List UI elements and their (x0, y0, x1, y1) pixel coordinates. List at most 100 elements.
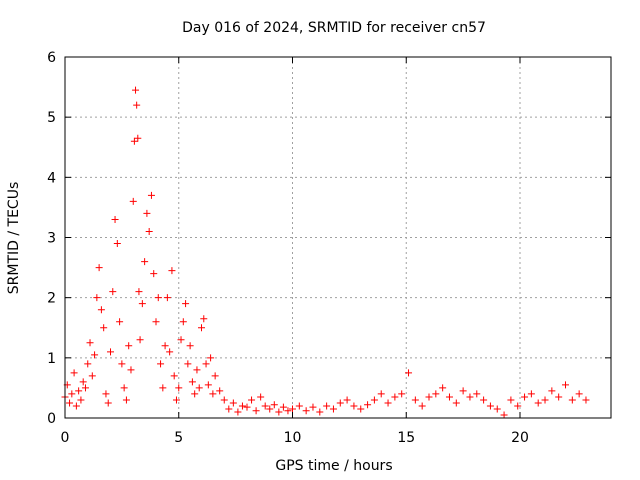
data-point (261, 402, 269, 410)
data-point (364, 401, 372, 409)
data-point (207, 354, 215, 362)
data-point (186, 342, 194, 350)
data-point (405, 369, 413, 377)
data-point (113, 240, 121, 248)
data-point (534, 399, 542, 407)
data-point (548, 387, 556, 395)
data-point (377, 390, 385, 398)
data-point (200, 315, 208, 323)
data-point (136, 336, 144, 344)
data-point (177, 336, 185, 344)
data-point (150, 270, 158, 278)
data-point (266, 405, 274, 413)
data-point (216, 387, 224, 395)
data-point (188, 378, 196, 386)
data-point (191, 390, 199, 398)
data-point (582, 396, 590, 404)
data-point (118, 360, 126, 368)
data-point (343, 396, 351, 404)
data-point (109, 288, 117, 296)
tick-labels: 0 5 10 15 20 0 1 2 3 4 5 6 (47, 50, 529, 446)
data-point (411, 396, 419, 404)
data-point (100, 324, 108, 332)
axis-ticks (64, 56, 611, 419)
data-point (125, 342, 133, 350)
data-point (391, 393, 399, 401)
data-point (209, 390, 217, 398)
data-point (72, 402, 80, 410)
data-point (336, 399, 344, 407)
data-point (425, 393, 433, 401)
data-point (102, 390, 110, 398)
data-point (141, 258, 149, 266)
data-point (84, 360, 92, 368)
data-point (134, 134, 142, 142)
data-point (234, 408, 242, 416)
data-point (220, 396, 228, 404)
data-point (127, 366, 135, 374)
data-point (157, 360, 165, 368)
data-point (370, 396, 378, 404)
data-point (480, 396, 488, 404)
data-point (445, 393, 453, 401)
x-tick-label: 15 (397, 430, 415, 446)
data-point (279, 403, 287, 411)
data-point (204, 381, 212, 389)
data-point (473, 390, 481, 398)
data-point (129, 197, 137, 205)
data-point (350, 402, 358, 410)
data-point (562, 381, 569, 389)
x-tick-label: 20 (511, 430, 529, 446)
data-point (145, 227, 153, 235)
data-point (418, 402, 426, 410)
data-point (166, 348, 174, 356)
x-axis-label: GPS time / hours (275, 458, 392, 474)
data-point (575, 390, 583, 398)
data-point (459, 387, 467, 395)
data-point (132, 86, 140, 94)
data-point (130, 137, 138, 145)
data-point (289, 405, 296, 413)
data-point (133, 101, 141, 109)
data-point (170, 372, 178, 380)
data-point (97, 306, 105, 314)
data-point (493, 405, 501, 413)
data-point (159, 384, 167, 392)
data-point (398, 390, 406, 398)
data-point (70, 369, 78, 377)
data-point (88, 372, 96, 380)
data-point (527, 390, 535, 398)
data-point (466, 393, 474, 401)
y-tick-label: 2 (47, 291, 56, 307)
x-tick-label: 5 (174, 430, 183, 446)
data-point (79, 378, 87, 386)
data-point (161, 342, 169, 350)
data-point (541, 396, 549, 404)
data-point (147, 191, 155, 199)
data-point (172, 396, 180, 404)
data-point (514, 402, 522, 410)
data-point (182, 300, 190, 308)
y-tick-label: 6 (47, 50, 56, 66)
data-point (243, 403, 251, 411)
data-point (111, 215, 119, 223)
data-point (75, 387, 83, 395)
data-point (138, 300, 146, 308)
data-point (384, 399, 392, 407)
grid (65, 57, 611, 418)
data-point (122, 396, 130, 404)
data-point (107, 348, 114, 356)
data-point (93, 294, 101, 302)
data-point (309, 403, 317, 411)
data-point (193, 366, 201, 374)
data-point (77, 396, 85, 404)
data-point (225, 405, 233, 413)
y-tick-label: 4 (47, 170, 56, 186)
data-point (238, 402, 246, 410)
data-point (179, 318, 187, 326)
data-point (66, 399, 74, 407)
data-point (202, 360, 210, 368)
data-point (257, 393, 265, 401)
data-point (357, 405, 365, 413)
